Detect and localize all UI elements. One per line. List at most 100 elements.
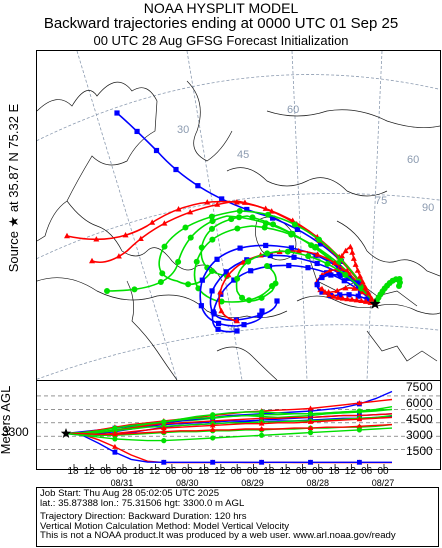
map-trajectory-marker (322, 289, 329, 295)
map-trajectory-marker (239, 294, 246, 301)
x-hour-tick-label: 00 (181, 466, 193, 477)
height-series-marker (210, 435, 216, 441)
map-trajectory-marker (335, 294, 342, 300)
height-series-line (66, 414, 393, 435)
height-profile-panel (36, 380, 441, 470)
map-trajectory-marker (346, 292, 352, 298)
map-trajectory-marker (270, 215, 276, 221)
height-series-marker (161, 428, 167, 434)
map-trajectory-marker (342, 271, 349, 278)
map-trajectory-marker (337, 272, 343, 278)
y-tick-label: 6000 (406, 396, 433, 410)
map-trajectory-marker (350, 255, 357, 261)
height-series-marker (112, 436, 118, 442)
chart-title-line1: NOAA HYSPLIT MODEL (143, 0, 299, 16)
map-trajectory-marker (286, 262, 292, 269)
map-grid-label: 30 (177, 124, 189, 136)
start-star-icon (60, 427, 72, 438)
map-trajectory-marker (291, 221, 298, 228)
map-trajectory-marker (236, 208, 243, 215)
map-trajectory-marker (187, 234, 194, 241)
map-trajectory-marker (182, 224, 189, 231)
map-trajectory-marker (209, 288, 215, 294)
height-series-marker (356, 427, 362, 433)
y-tick-label: 7500 (406, 380, 433, 394)
height-series-marker (161, 459, 167, 465)
y-tick-label: 4500 (406, 412, 433, 426)
map-trajectory-marker (355, 293, 361, 299)
map-trajectory-marker (187, 208, 194, 215)
map-trajectory-marker (314, 282, 320, 288)
info-disclaimer: This is not a NOAA product.It was produc… (40, 530, 396, 542)
x-date-tick-label: 08/28 (306, 478, 329, 488)
map-trajectory-marker (93, 236, 100, 242)
map-trajectory-marker (131, 286, 138, 293)
map-trajectory-marker (264, 263, 270, 269)
map-trajectory-marker (353, 296, 360, 303)
map-trajectory-marker (175, 206, 182, 212)
height-series-marker (308, 408, 313, 414)
x-date-tick-label: 08/31 (110, 478, 134, 488)
height-series-line (65, 408, 393, 435)
map-trajectory-marker (217, 288, 224, 295)
height-series-marker (161, 425, 167, 431)
map-trajectory-marker (358, 297, 365, 303)
map-trajectory-marker (122, 231, 129, 238)
map-trajectory-marker (185, 281, 192, 288)
map-trajectory-marker (210, 309, 216, 315)
map-trajectory-marker (365, 290, 372, 296)
map-trajectory-marker (364, 296, 370, 302)
map-trajectory-marker (288, 245, 294, 251)
map-trajectory-marker (208, 225, 215, 232)
map-trajectory-marker (362, 284, 369, 290)
height-series-marker (112, 431, 118, 437)
info-direction: Trajectory Direction: Backward Duration:… (40, 511, 247, 523)
map-trajectory-marker (319, 289, 325, 295)
chart-title-line2: Backward trajectories ending at 0000 UTC… (43, 15, 399, 32)
x-date-tick-label: 08/29 (241, 478, 264, 488)
map-trajectory-marker (265, 211, 272, 218)
map-trajectory-marker (219, 196, 225, 202)
height-series-marker (112, 449, 118, 455)
height-series-marker (259, 459, 264, 465)
map-trajectory-marker (344, 267, 350, 274)
map-trajectory-line (211, 264, 376, 333)
height-series-marker (307, 425, 314, 431)
map-trajectory-marker (339, 295, 346, 301)
height-series-marker (210, 459, 216, 465)
x-hour-tick-label: 18 (263, 466, 275, 477)
x-hour-tick-label: 06 (165, 466, 177, 477)
map-trajectory-marker (341, 278, 347, 284)
map-trajectory-marker (193, 258, 200, 265)
map-trajectory-marker (115, 253, 122, 259)
height-series-line (65, 416, 393, 436)
map-trajectory-marker (215, 320, 222, 327)
map-trajectory-marker (234, 225, 241, 232)
map-trajectory-marker (264, 250, 271, 257)
height-series-marker (209, 422, 216, 428)
map-trajectory-marker (326, 267, 333, 274)
x-hour-tick-label: 12 (83, 466, 95, 477)
x-hour-tick-label: 12 (214, 466, 226, 477)
height-series-line (66, 423, 393, 436)
map-trajectory-marker (231, 277, 237, 283)
map-trajectory-marker (209, 236, 216, 243)
map-trajectory-marker (326, 291, 333, 298)
map-trajectory-line (199, 244, 376, 327)
height-series-marker (356, 416, 363, 422)
height-profile-series (60, 390, 393, 465)
map-trajectory-marker (344, 295, 351, 302)
map-trajectory-marker (267, 252, 273, 259)
map-trajectory-marker (263, 242, 269, 249)
map-trajectory-marker (233, 199, 240, 205)
map-trajectory-marker (161, 243, 168, 250)
map-trajectory-marker (208, 213, 215, 220)
map-trajectory-marker (334, 287, 341, 294)
map-trajectory-marker (291, 254, 297, 260)
map-trajectory-marker (337, 292, 343, 298)
x-date-tick-label: 08/30 (175, 478, 199, 488)
height-series-marker (209, 426, 216, 432)
map-trajectory-marker (339, 252, 345, 259)
map-trajectory-marker (161, 220, 168, 226)
height-series-marker (307, 430, 314, 436)
